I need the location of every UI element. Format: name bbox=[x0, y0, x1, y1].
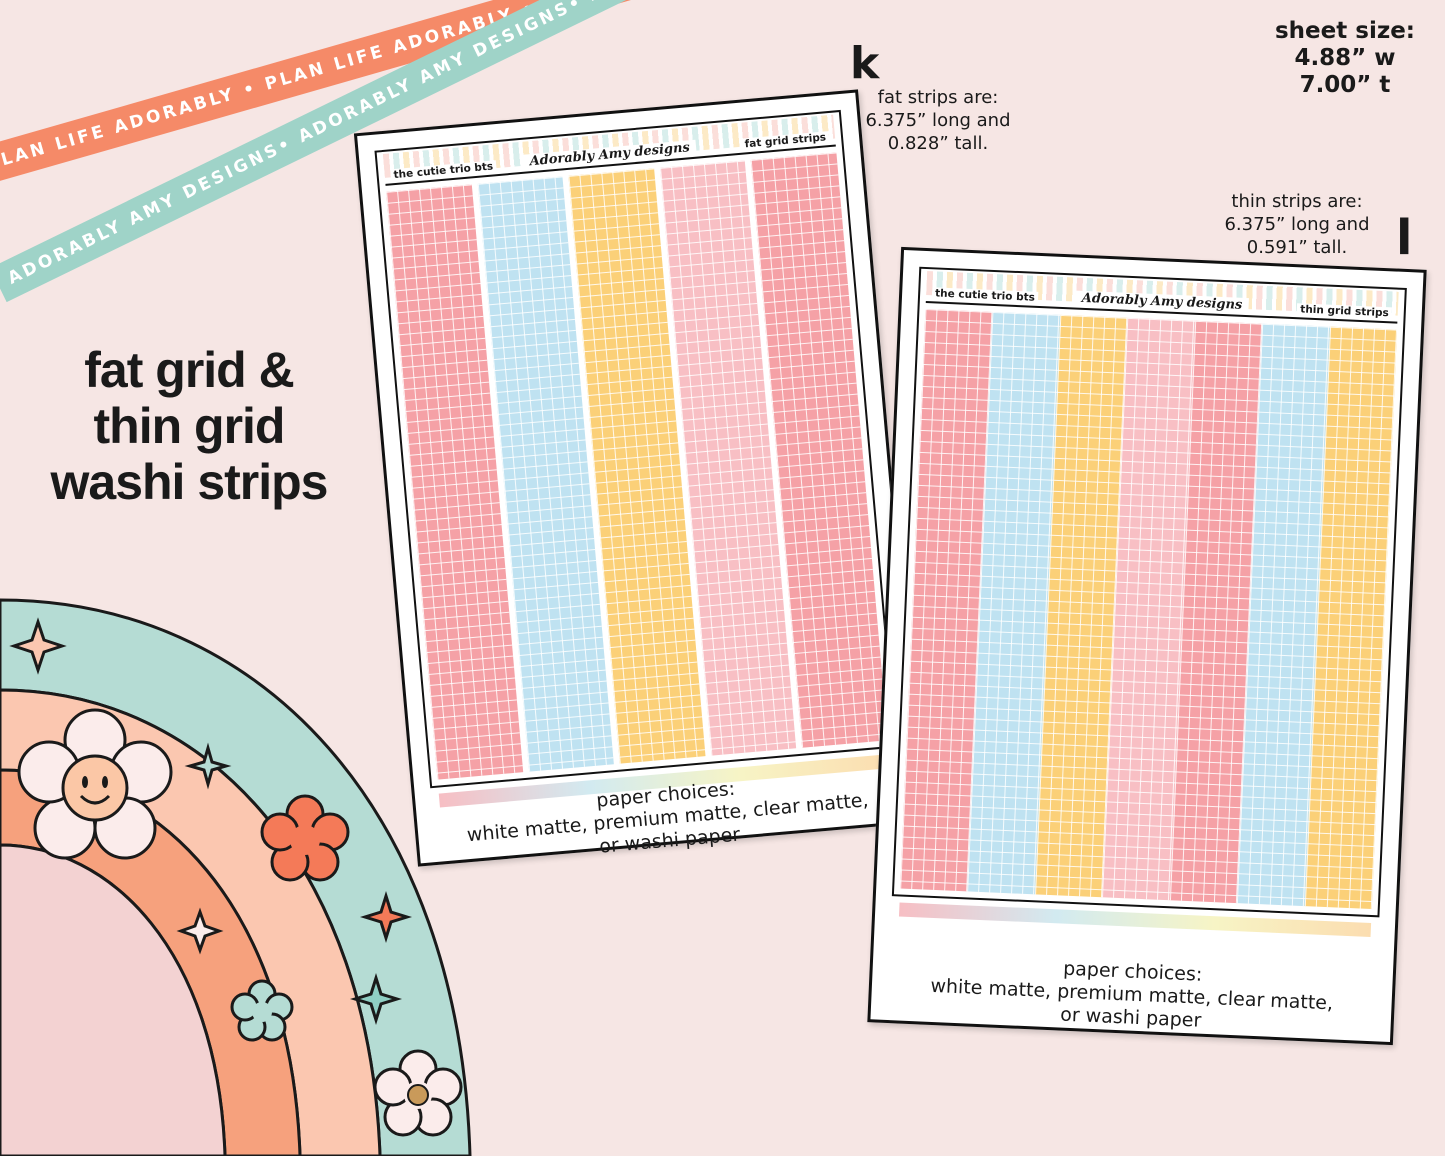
info-line: sheet size: bbox=[1274, 18, 1416, 44]
headline-line: thin grid bbox=[93, 398, 286, 454]
thin-strips-info: thin strips are: 6.375” long and 0.591” … bbox=[1208, 190, 1386, 259]
washi-strips bbox=[386, 152, 888, 780]
sparkle-icon bbox=[176, 907, 224, 955]
info-line: 6.375” long and bbox=[1224, 214, 1370, 235]
info-line: fat strips are: bbox=[877, 87, 999, 108]
info-line: 0.828” tall. bbox=[887, 133, 989, 154]
washi-strips bbox=[900, 309, 1397, 910]
smiley-flower-icon bbox=[17, 708, 173, 860]
thin-sheet-letter: l bbox=[1396, 210, 1413, 266]
headline-line: washi strips bbox=[50, 454, 329, 510]
info-line: 6.375” long and bbox=[865, 110, 1011, 131]
sparkle-icon bbox=[349, 972, 403, 1026]
info-line: 4.88” w bbox=[1294, 45, 1396, 71]
info-line: thin strips are: bbox=[1231, 191, 1363, 212]
sparkle-icon bbox=[359, 890, 413, 944]
teal-flower-icon bbox=[230, 979, 294, 1042]
product-headline: fat grid & thin grid washi strips bbox=[30, 342, 348, 510]
headline-line: fat grid & bbox=[84, 342, 294, 398]
orange-flower-icon bbox=[260, 794, 350, 882]
sheet-sticker-area: the cutie trio bts Adorably Amy designs … bbox=[891, 266, 1407, 938]
sparkle-icon bbox=[9, 617, 67, 675]
info-line: 0.591” tall. bbox=[1246, 237, 1348, 258]
fat-strips-info: fat strips are: 6.375” long and 0.828” t… bbox=[848, 86, 1028, 155]
sheet-size-info: sheet size: 4.88” w 7.00” t bbox=[1255, 18, 1435, 99]
gradient-band bbox=[898, 902, 1372, 938]
white-flower-icon bbox=[373, 1049, 463, 1137]
thin-grid-sticker-sheet: the cutie trio bts Adorably Amy designs … bbox=[867, 246, 1427, 1046]
sheet-sticker-area: the cutie trio bts Adorably Amy designs … bbox=[374, 109, 897, 808]
paper-choices-text: paper choices: white matte, premium matt… bbox=[870, 949, 1393, 1041]
sparkle-icon bbox=[184, 742, 232, 790]
info-line: 7.00” t bbox=[1299, 72, 1391, 98]
fat-sheet-letter: k bbox=[850, 38, 880, 89]
fat-grid-sticker-sheet: the cutie trio bts Adorably Amy designs … bbox=[353, 89, 923, 867]
